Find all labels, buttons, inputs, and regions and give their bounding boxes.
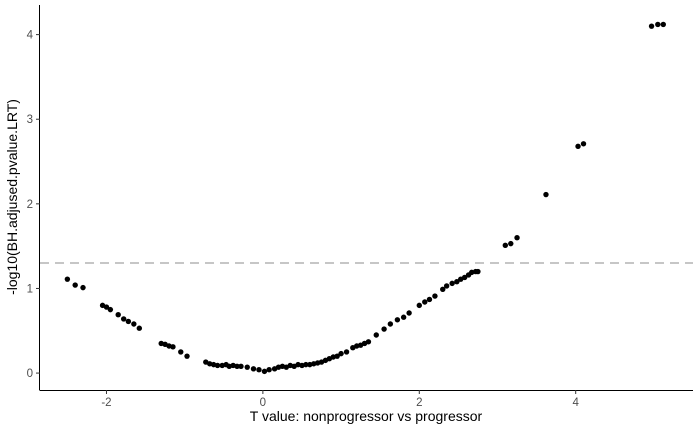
data-point [373,332,379,338]
data-point [72,282,78,288]
data-point [443,283,450,289]
data-point [343,349,350,355]
data-point [475,268,481,275]
y-axis-ticks: 0 1 2 3 4 [27,30,40,380]
axes: -2 0 2 4 0 1 2 3 4 [27,5,693,409]
x-tick-label: 2 [416,397,422,409]
data-point [250,366,257,372]
data-point [125,318,132,325]
data-point [514,234,520,241]
y-tick-label: 3 [27,114,33,126]
y-tick-label: 2 [27,199,33,211]
y-tick-label: 0 [27,368,33,380]
data-point [115,311,121,318]
data-point [261,368,268,375]
data-point [365,339,372,345]
data-point [416,302,422,309]
data-points [64,21,666,375]
data-point [303,361,309,368]
data-point [64,276,71,282]
data-point [580,141,587,147]
data-point [170,344,176,350]
data-point [575,143,581,150]
data-point [400,314,407,320]
x-tick-label: -2 [101,397,111,409]
data-point [184,353,190,359]
data-point [387,321,394,327]
data-point [266,366,272,373]
data-point [80,284,86,291]
data-point [406,310,412,316]
data-point [426,296,433,303]
data-point [461,274,468,281]
y-axis-title: -log10(BH.adjused.pvalue.LRT) [4,99,20,295]
data-point [131,321,137,327]
x-tick-label: 0 [260,397,266,409]
data-point [660,21,666,28]
y-tick-label: 1 [27,283,33,295]
data-point [136,325,143,331]
data-point [238,363,244,370]
data-point [120,316,127,322]
data-point [178,349,184,355]
data-point [334,353,340,359]
data-point [449,280,455,287]
data-point [338,350,344,357]
data-point [543,191,549,198]
data-point [107,306,114,313]
data-point [432,293,438,299]
data-point [256,366,262,373]
data-point [214,362,221,369]
data-point [234,363,240,370]
data-point [422,299,428,305]
data-point [648,23,655,29]
data-point [381,326,387,332]
data-point [244,364,250,370]
x-axis-title: T value: nonprogressor vs progressor [250,408,483,424]
data-point [508,240,514,247]
data-point [655,21,661,28]
data-point [502,242,509,249]
y-tick-label: 4 [27,30,34,42]
data-point [440,286,446,293]
data-point [394,317,401,323]
data-point [103,304,110,310]
x-axis-ticks: -2 0 2 4 [101,390,579,409]
data-point [454,278,460,285]
x-tick-label: 4 [572,397,579,409]
